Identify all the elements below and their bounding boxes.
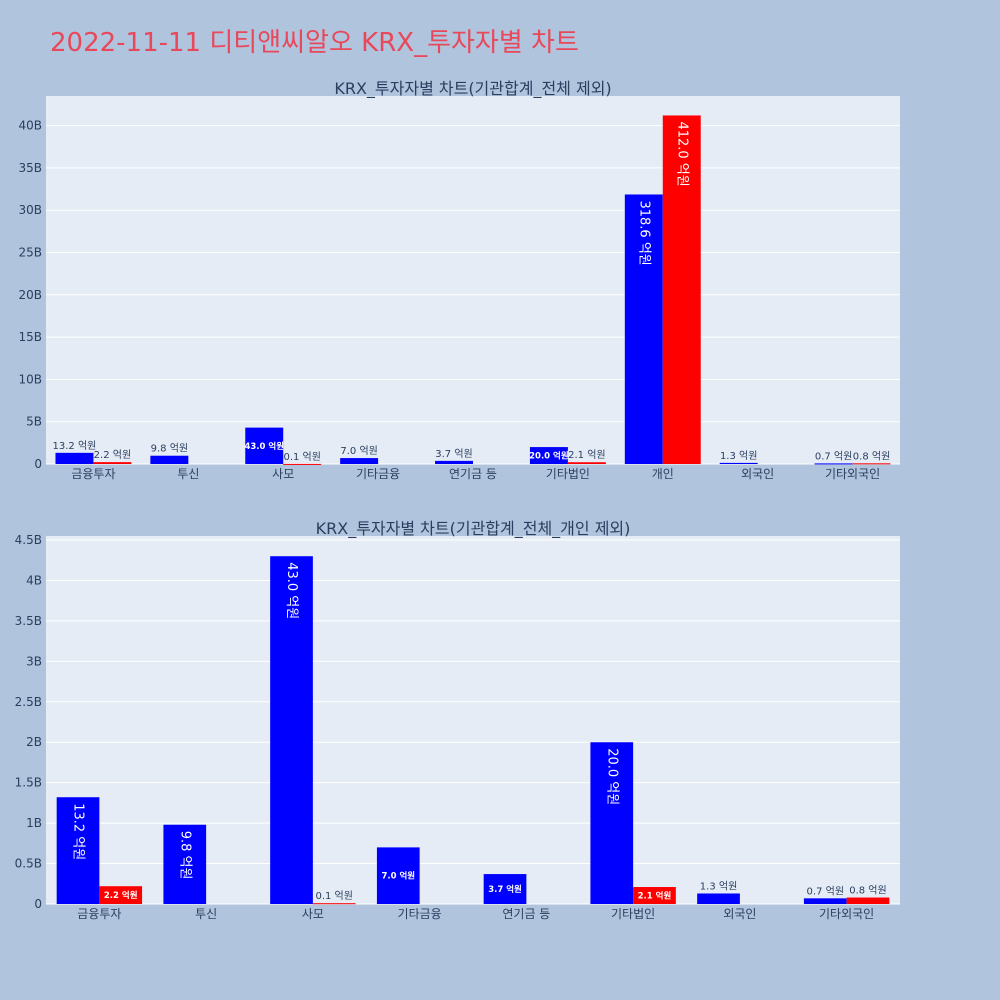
sell-bar [99, 886, 143, 904]
bar-value-label: 3.7 억원 [435, 448, 472, 460]
x-tick-label: 기타법인 [611, 907, 655, 921]
bar-value-label: 0.7 억원 [807, 885, 844, 897]
x-tick-label: 기타법인 [546, 467, 590, 481]
chart-title: KRX_투자자별 차트(기관합계_전체_개인 제외) [316, 519, 631, 539]
chart-title: KRX_투자자별 차트(기관합계_전체 제외) [334, 79, 611, 99]
sell-bar [283, 463, 322, 465]
x-tick-label: 금융투자 [71, 467, 115, 481]
x-tick-label: 외국인 [741, 467, 774, 481]
bar-value-label: 7.0 억원 [381, 871, 415, 882]
y-tick-label: 2.5B [15, 695, 42, 709]
bar-value-label: 20.0 억원 [604, 748, 619, 805]
chart-2: 0 0.5B 1B 1.5B 2B 2.5B 3B 3.5B 4B 4.5B KRX_투자자별 차트… [15, 519, 900, 921]
buy-bar [529, 447, 568, 464]
bar-value-label: 43.0 억원 [284, 562, 299, 619]
buy-bar [697, 893, 740, 904]
y-tick-label: 5B [26, 415, 42, 429]
x-tick-label: 금융투자 [77, 907, 121, 921]
buy-bar [803, 898, 847, 904]
y-tick-label: 0 [34, 897, 42, 911]
x-tick-label: 기타외국인 [825, 467, 880, 481]
bar-value-label: 0.1 억원 [315, 890, 352, 902]
y-tick-label: 10B [18, 372, 42, 386]
buy-bar [814, 463, 853, 465]
buy-bar [376, 847, 420, 904]
bar-value-label: 13.2 억원 [53, 440, 97, 452]
y-tick-label: 4.5B [15, 533, 42, 547]
y-tick-label: 3.5B [15, 614, 42, 628]
y-tick-label: 15B [18, 330, 42, 344]
x-tick-label: 사모 [272, 467, 294, 481]
sell-bar [567, 462, 606, 464]
buy-bar [483, 874, 527, 904]
buy-bar [245, 427, 284, 464]
x-tick-label: 기타금융 [398, 907, 442, 921]
bar-value-label: 1.3 억원 [700, 880, 737, 892]
page-title: 2022-11-11 디티앤씨알오 KRX_투자자별 차트 [50, 28, 579, 58]
x-tick-label: 개인 [652, 467, 674, 481]
bar-value-label: 0.1 억원 [283, 451, 320, 463]
x-tick-label: 연기금 등 [449, 467, 497, 481]
bar-value-label: 7.0 억원 [340, 445, 377, 457]
bar-value-label: 9.8 억원 [151, 443, 188, 455]
x-tick-label: 투신 [177, 467, 199, 481]
buy-bar [163, 824, 207, 904]
x-tick-label: 연기금 등 [502, 907, 550, 921]
buy-bar [55, 452, 94, 464]
bar-value-label: 13.2 억원 [71, 803, 86, 860]
bar-value-label: 1.3 억원 [720, 450, 757, 462]
x-tick-label: 사모 [302, 907, 324, 921]
x-tick-label: 기타금융 [356, 467, 400, 481]
buy-bar [590, 742, 634, 904]
sell-bar [312, 903, 356, 905]
bar-value-label: 2.2 억원 [104, 890, 138, 901]
bar-value-label: 318.6 억원 [636, 200, 651, 265]
sell-bar [662, 115, 701, 465]
sell-bar [93, 462, 132, 464]
buy-bar [340, 458, 379, 464]
bar-value-label: 20.0 억원 [529, 451, 569, 462]
x-tick-label: 투신 [195, 907, 217, 921]
bar-value-label: 2.1 억원 [638, 891, 672, 902]
sell-bar [846, 897, 890, 904]
y-tick-label: 30B [18, 203, 42, 217]
y-tick-label: 4B [26, 573, 42, 587]
buy-bar [624, 194, 663, 464]
y-tick-label: 2B [26, 735, 42, 749]
buy-bar [435, 460, 473, 464]
bar-value-label: 412.0 억원 [674, 121, 689, 186]
y-tick-label: 25B [18, 246, 42, 260]
chart-1: 0 5B 10B 15B 20B 25B 30B 35B 40B KRX_투자자별 차트(기관합계… [18, 79, 900, 481]
y-tick-label: 35B [18, 161, 42, 175]
bar-value-label: 2.2 억원 [94, 449, 131, 461]
bar-value-label: 0.8 억원 [853, 450, 890, 462]
bar-value-label: 0.8 억원 [849, 885, 886, 897]
x-tick-label: 외국인 [723, 907, 756, 921]
y-tick-label: 0 [34, 457, 42, 471]
y-tick-label: 3B [26, 654, 42, 668]
y-tick-label: 1.5B [15, 776, 42, 790]
bar-value-label: 9.8 억원 [177, 831, 192, 880]
bar-value-label: 0.7 억원 [815, 450, 852, 462]
sell-bar [633, 887, 676, 904]
plot-area [46, 96, 900, 464]
x-tick-label: 기타외국인 [819, 907, 874, 921]
sell-bar [852, 463, 891, 465]
buy-bar [150, 455, 189, 464]
buy-bar [270, 556, 313, 904]
y-tick-label: 40B [18, 119, 42, 133]
y-tick-label: 20B [18, 288, 42, 302]
bar-value-label: 3.7 억원 [488, 884, 522, 895]
bar-value-label: 2.1 억원 [568, 449, 605, 461]
buy-bar [56, 797, 100, 904]
y-tick-label: 0.5B [15, 857, 42, 871]
bar-value-label: 43.0 억원 [244, 441, 284, 452]
buy-bar [719, 462, 758, 464]
y-tick-label: 1B [26, 816, 42, 830]
